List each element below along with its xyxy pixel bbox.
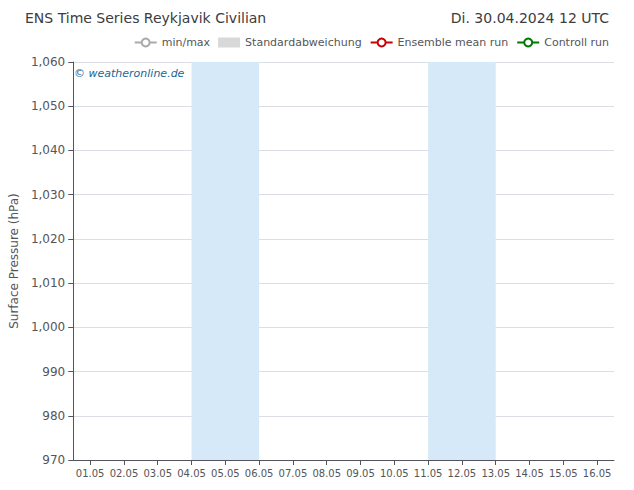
svg-text:Standardabweichung: Standardabweichung — [245, 36, 362, 49]
svg-text:13.05: 13.05 — [481, 468, 510, 479]
svg-text:1,060: 1,060 — [31, 55, 65, 69]
svg-text:990: 990 — [42, 365, 65, 379]
svg-text:16.05: 16.05 — [583, 468, 612, 479]
svg-text:ENS Time Series Reykjavik Civi: ENS Time Series Reykjavik Civilian — [25, 10, 266, 26]
svg-text:05.05: 05.05 — [211, 468, 240, 479]
svg-text:1,050: 1,050 — [31, 99, 65, 113]
svg-text:11.05: 11.05 — [414, 468, 443, 479]
svg-text:02.05: 02.05 — [110, 468, 139, 479]
svg-text:14.05: 14.05 — [515, 468, 544, 479]
svg-text:15.05: 15.05 — [549, 468, 578, 479]
svg-text:09.05: 09.05 — [346, 468, 375, 479]
svg-text:10.05: 10.05 — [380, 468, 409, 479]
svg-text:980: 980 — [42, 409, 65, 423]
svg-text:Ensemble mean run: Ensemble mean run — [398, 36, 509, 49]
svg-text:Surface Pressure (hPa): Surface Pressure (hPa) — [7, 193, 21, 329]
svg-text:06.05: 06.05 — [245, 468, 274, 479]
svg-text:08.05: 08.05 — [312, 468, 341, 479]
svg-text:03.05: 03.05 — [143, 468, 172, 479]
svg-text:Di. 30.04.2024 12 UTC: Di. 30.04.2024 12 UTC — [451, 10, 609, 26]
svg-text:1,020: 1,020 — [31, 232, 65, 246]
svg-text:01.05: 01.05 — [76, 468, 105, 479]
svg-text:12.05: 12.05 — [448, 468, 477, 479]
svg-text:1,030: 1,030 — [31, 188, 65, 202]
svg-text:1,040: 1,040 — [31, 143, 65, 157]
svg-text:970: 970 — [42, 453, 65, 467]
svg-text:1,000: 1,000 — [31, 320, 65, 334]
svg-text:07.05: 07.05 — [279, 468, 308, 479]
svg-text:04.05: 04.05 — [177, 468, 206, 479]
svg-text:Controll run: Controll run — [544, 36, 609, 49]
svg-text:min/max: min/max — [162, 36, 211, 49]
svg-text:1,010: 1,010 — [31, 276, 65, 290]
svg-text:© weatheronline.de: © weatheronline.de — [74, 67, 185, 80]
